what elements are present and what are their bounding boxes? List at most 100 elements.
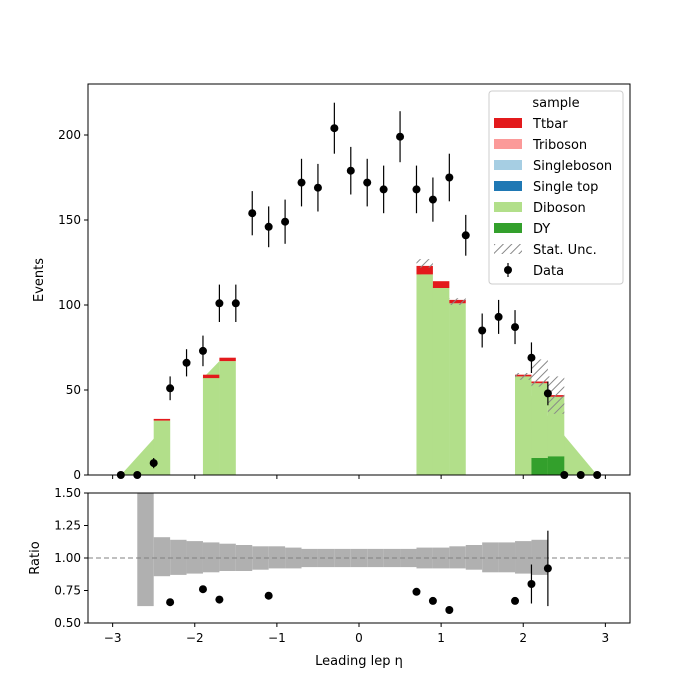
stat-unc-band xyxy=(531,359,548,387)
ratio-unc-band xyxy=(498,542,516,573)
mc-bar-dy xyxy=(531,458,548,475)
stat-unc-band xyxy=(515,373,532,380)
ratio-unc-band xyxy=(153,537,171,577)
main-y-axis-label: Events xyxy=(32,258,47,302)
data-point xyxy=(396,132,405,141)
mc-bar-ttbar xyxy=(202,374,220,379)
data-point xyxy=(527,353,536,362)
ratio-point xyxy=(166,598,175,607)
mc-bar-diboson xyxy=(449,303,466,475)
main-panel: 0 50 100 150 200 Events xyxy=(32,83,631,482)
mc-bar-diboson xyxy=(432,288,450,475)
data-point xyxy=(231,299,240,308)
ratio-unc-band xyxy=(202,542,220,573)
ratio-unc-band xyxy=(482,542,499,573)
data-point xyxy=(166,384,175,393)
main-y-tick-label: 50 xyxy=(66,383,81,397)
legend-box xyxy=(488,90,624,285)
data-point xyxy=(511,323,520,332)
legend-label: Diboson xyxy=(533,201,586,216)
ratio-unc-band xyxy=(285,547,302,569)
data-point xyxy=(313,183,322,192)
data-point xyxy=(379,185,388,194)
mc-bar-diboson xyxy=(153,420,171,475)
legend-entries: Ttbar Triboson Singleboson Single top Diboso… xyxy=(494,117,612,279)
data-point xyxy=(461,231,470,240)
ratio-unc-band xyxy=(334,548,351,568)
x-tick-label: −1 xyxy=(268,631,286,645)
ratio-unc-band xyxy=(137,493,154,607)
main-y-tick-label: 200 xyxy=(58,128,81,142)
ratio-panel: −3 −2 −1 0 1 2 3 0.50 0.75 1.00 1.25 1.50 Ratio Le… xyxy=(28,486,631,669)
ratio-unc-band xyxy=(268,546,286,569)
data-point xyxy=(363,178,372,187)
mc-bar-diboson xyxy=(515,376,532,475)
main-y-tick-label: 150 xyxy=(58,213,81,227)
ratio-plot-area xyxy=(88,493,630,614)
main-plot-area xyxy=(116,102,602,479)
x-tick-label: −3 xyxy=(104,631,122,645)
legend-label: DY xyxy=(533,222,550,237)
ratio-point xyxy=(511,596,520,605)
legend-swatch-ttbar xyxy=(494,118,522,128)
legend-swatch-singleboson xyxy=(494,160,522,170)
data-point xyxy=(494,312,503,321)
legend-swatch-diboson xyxy=(494,202,522,212)
data-point xyxy=(330,124,339,133)
ratio-unc-band xyxy=(515,541,532,574)
main-y-tick-label: 0 xyxy=(73,468,81,482)
legend-swatch-single-top xyxy=(494,181,522,191)
ratio-unc-band xyxy=(170,539,187,575)
legend-label: Single top xyxy=(533,180,598,195)
legend-label: Stat. Unc. xyxy=(533,243,597,258)
ratio-unc-band xyxy=(317,548,335,568)
ratio-unc-band xyxy=(531,539,548,575)
data-point xyxy=(428,195,437,204)
data-point xyxy=(149,459,158,468)
stat-unc-band xyxy=(416,259,433,268)
data-point xyxy=(281,217,290,226)
legend-label: Data xyxy=(533,264,564,279)
legend-title: sample xyxy=(532,96,579,111)
ratio-y-tick-label: 1.50 xyxy=(54,486,81,500)
legend-label: Ttbar xyxy=(532,117,568,132)
main-x-ticks xyxy=(112,475,606,479)
ratio-point xyxy=(527,580,536,588)
legend-label: Singleboson xyxy=(533,159,612,174)
ratio-y-tick-label: 1.00 xyxy=(54,551,81,565)
data-point xyxy=(264,222,273,231)
x-tick-label: 0 xyxy=(355,631,363,645)
ratio-point xyxy=(412,587,421,596)
mc-bar-dy xyxy=(547,456,565,475)
ratio-point xyxy=(198,585,207,594)
x-tick-label: 2 xyxy=(519,631,527,645)
ratio-unc-band xyxy=(219,543,236,571)
mc-bar-diboson xyxy=(416,274,433,475)
data-point xyxy=(248,209,257,218)
data-point xyxy=(346,166,355,175)
ratio-unc-band xyxy=(186,541,203,574)
legend-swatch-stat-unc xyxy=(494,244,522,254)
legend-marker-data xyxy=(504,266,512,274)
ratio-unc-band xyxy=(383,548,401,568)
main-y-tick-label: 100 xyxy=(58,298,81,312)
mc-bar-ttbar xyxy=(416,265,433,275)
x-tick-label: 1 xyxy=(437,631,445,645)
ratio-unc-band xyxy=(367,548,384,568)
ratio-unc-band xyxy=(465,545,483,570)
ratio-y-tick-label: 1.25 xyxy=(54,519,81,533)
mc-bar-diboson xyxy=(219,361,236,475)
ratio-y-ticks: 0.50 0.75 1.00 1.25 1.50 xyxy=(54,486,88,630)
mc-bar-ttbar xyxy=(219,357,236,362)
legend: sample Ttbar Triboson Singleboson Single to… xyxy=(488,90,624,285)
ratio-point xyxy=(428,596,437,605)
x-tick-label: 3 xyxy=(602,631,610,645)
mc-bar-diboson xyxy=(531,383,548,458)
data-point xyxy=(215,299,224,308)
data-point xyxy=(182,358,191,367)
ratio-y-tick-label: 0.50 xyxy=(54,616,81,630)
ratio-point xyxy=(445,606,454,614)
stat-unc-band xyxy=(547,376,565,414)
data-point xyxy=(412,185,421,194)
